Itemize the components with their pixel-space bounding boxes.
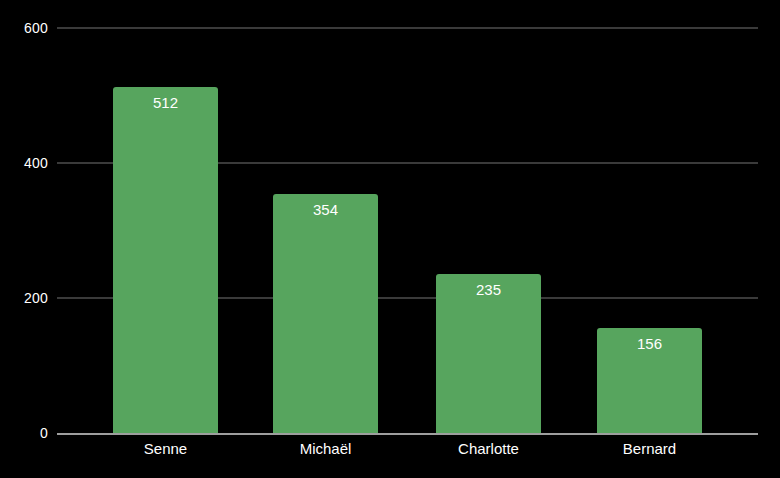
- y-axis-tick-label: 0: [6, 425, 48, 441]
- y-axis-tick-label: 400: [6, 155, 48, 171]
- bar-senne: 512: [113, 87, 218, 433]
- y-axis-tick-label: 200: [6, 290, 48, 306]
- bar-bernard: 156: [597, 328, 702, 433]
- bar-value-label: 235: [436, 281, 541, 298]
- x-axis-category-label: Charlotte: [436, 440, 541, 457]
- bar-value-label: 512: [113, 94, 218, 111]
- x-axis-category-label: Senne: [113, 440, 218, 457]
- bar-chart: 0 200 400 600 512 Senne 354 Michaël 235 Charlotte…: [0, 0, 780, 478]
- x-axis-category-label: Bernard: [597, 440, 702, 457]
- x-axis-baseline: [57, 433, 758, 435]
- x-axis-category-label: Michaël: [273, 440, 378, 457]
- bar-michael: 354: [273, 194, 378, 433]
- y-gridline: [57, 27, 758, 29]
- y-axis-tick-label: 600: [6, 20, 48, 36]
- bar-value-label: 156: [597, 335, 702, 352]
- bar-value-label: 354: [273, 201, 378, 218]
- bar-charlotte: 235: [436, 274, 541, 433]
